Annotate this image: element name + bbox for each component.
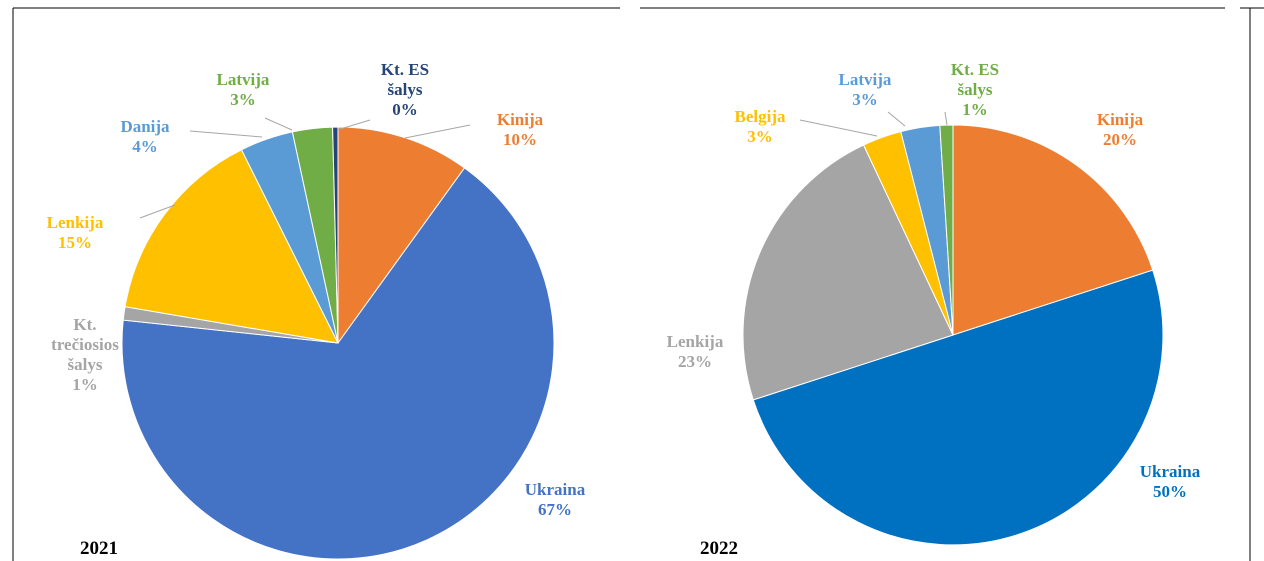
category-label: Kinija: [496, 110, 544, 129]
pie-slice: [752, 269, 1164, 545]
value-label: 20%: [1103, 130, 1137, 149]
slice-label: Kinija 20%: [1080, 110, 1160, 150]
slice-label: Danija 4%: [105, 117, 185, 157]
category-label: Kt. trečiosios šalys: [51, 315, 119, 374]
leader-line: [404, 124, 471, 139]
leader-line: [799, 119, 878, 137]
slice-label: Kt. trečiosios šalys 1%: [38, 315, 133, 395]
slice-label: Kinija 10%: [480, 110, 560, 150]
value-label: 3%: [230, 90, 256, 109]
pie-slice: [121, 167, 555, 560]
category-label: Ukraina: [524, 480, 586, 499]
slice-label: Latvija 3%: [825, 70, 905, 110]
value-label: 50%: [1153, 482, 1187, 501]
category-label: Danija: [120, 117, 170, 136]
category-label: Kinija: [1096, 110, 1144, 129]
pie-slice: [124, 149, 339, 344]
slice-label: Lenkija 15%: [35, 213, 115, 253]
value-label: 1%: [962, 100, 988, 119]
pie-slice: [742, 144, 954, 401]
category-label: Latvija: [216, 70, 270, 89]
leader-line: [944, 111, 948, 126]
pie-slice: [939, 124, 954, 336]
category-label: Latvija: [838, 70, 892, 89]
leader-line: [264, 117, 293, 131]
category-label: Belgija: [734, 107, 786, 126]
pie-slice: [952, 124, 1154, 336]
slice-label: Ukraina 67%: [515, 480, 595, 520]
chart-title: 2021: [80, 538, 118, 559]
value-label: 10%: [503, 130, 537, 149]
slice-label: Ukraina 50%: [1130, 462, 1210, 502]
value-label: 1%: [72, 375, 98, 394]
slice-label: Latvija 3%: [203, 70, 283, 110]
slice-label: Belgija 3%: [720, 107, 800, 147]
category-label: Kt. ES šalys: [380, 60, 430, 99]
category-label: Lenkija: [666, 332, 724, 351]
category-label: Lenkija: [46, 213, 104, 232]
value-label: 23%: [678, 352, 712, 371]
slice-label: Lenkija 23%: [655, 332, 735, 372]
slice-label: Kt. ES šalys 1%: [940, 60, 1010, 120]
value-label: 0%: [392, 100, 418, 119]
value-label: 4%: [132, 137, 158, 156]
leader-line: [336, 119, 371, 131]
chart-title: 2022: [700, 538, 738, 559]
category-label: Kt. ES šalys: [950, 60, 1000, 99]
value-label: 3%: [747, 127, 773, 146]
pie-slice: [332, 126, 339, 344]
leader-line: [139, 204, 176, 219]
slice-label: Kt. ES šalys 0%: [370, 60, 440, 120]
value-label: 67%: [538, 500, 572, 519]
value-label: 3%: [852, 90, 878, 109]
leader-line: [887, 111, 906, 127]
value-label: 15%: [58, 233, 92, 252]
leader-line: [189, 130, 263, 138]
category-label: Ukraina: [1139, 462, 1201, 481]
